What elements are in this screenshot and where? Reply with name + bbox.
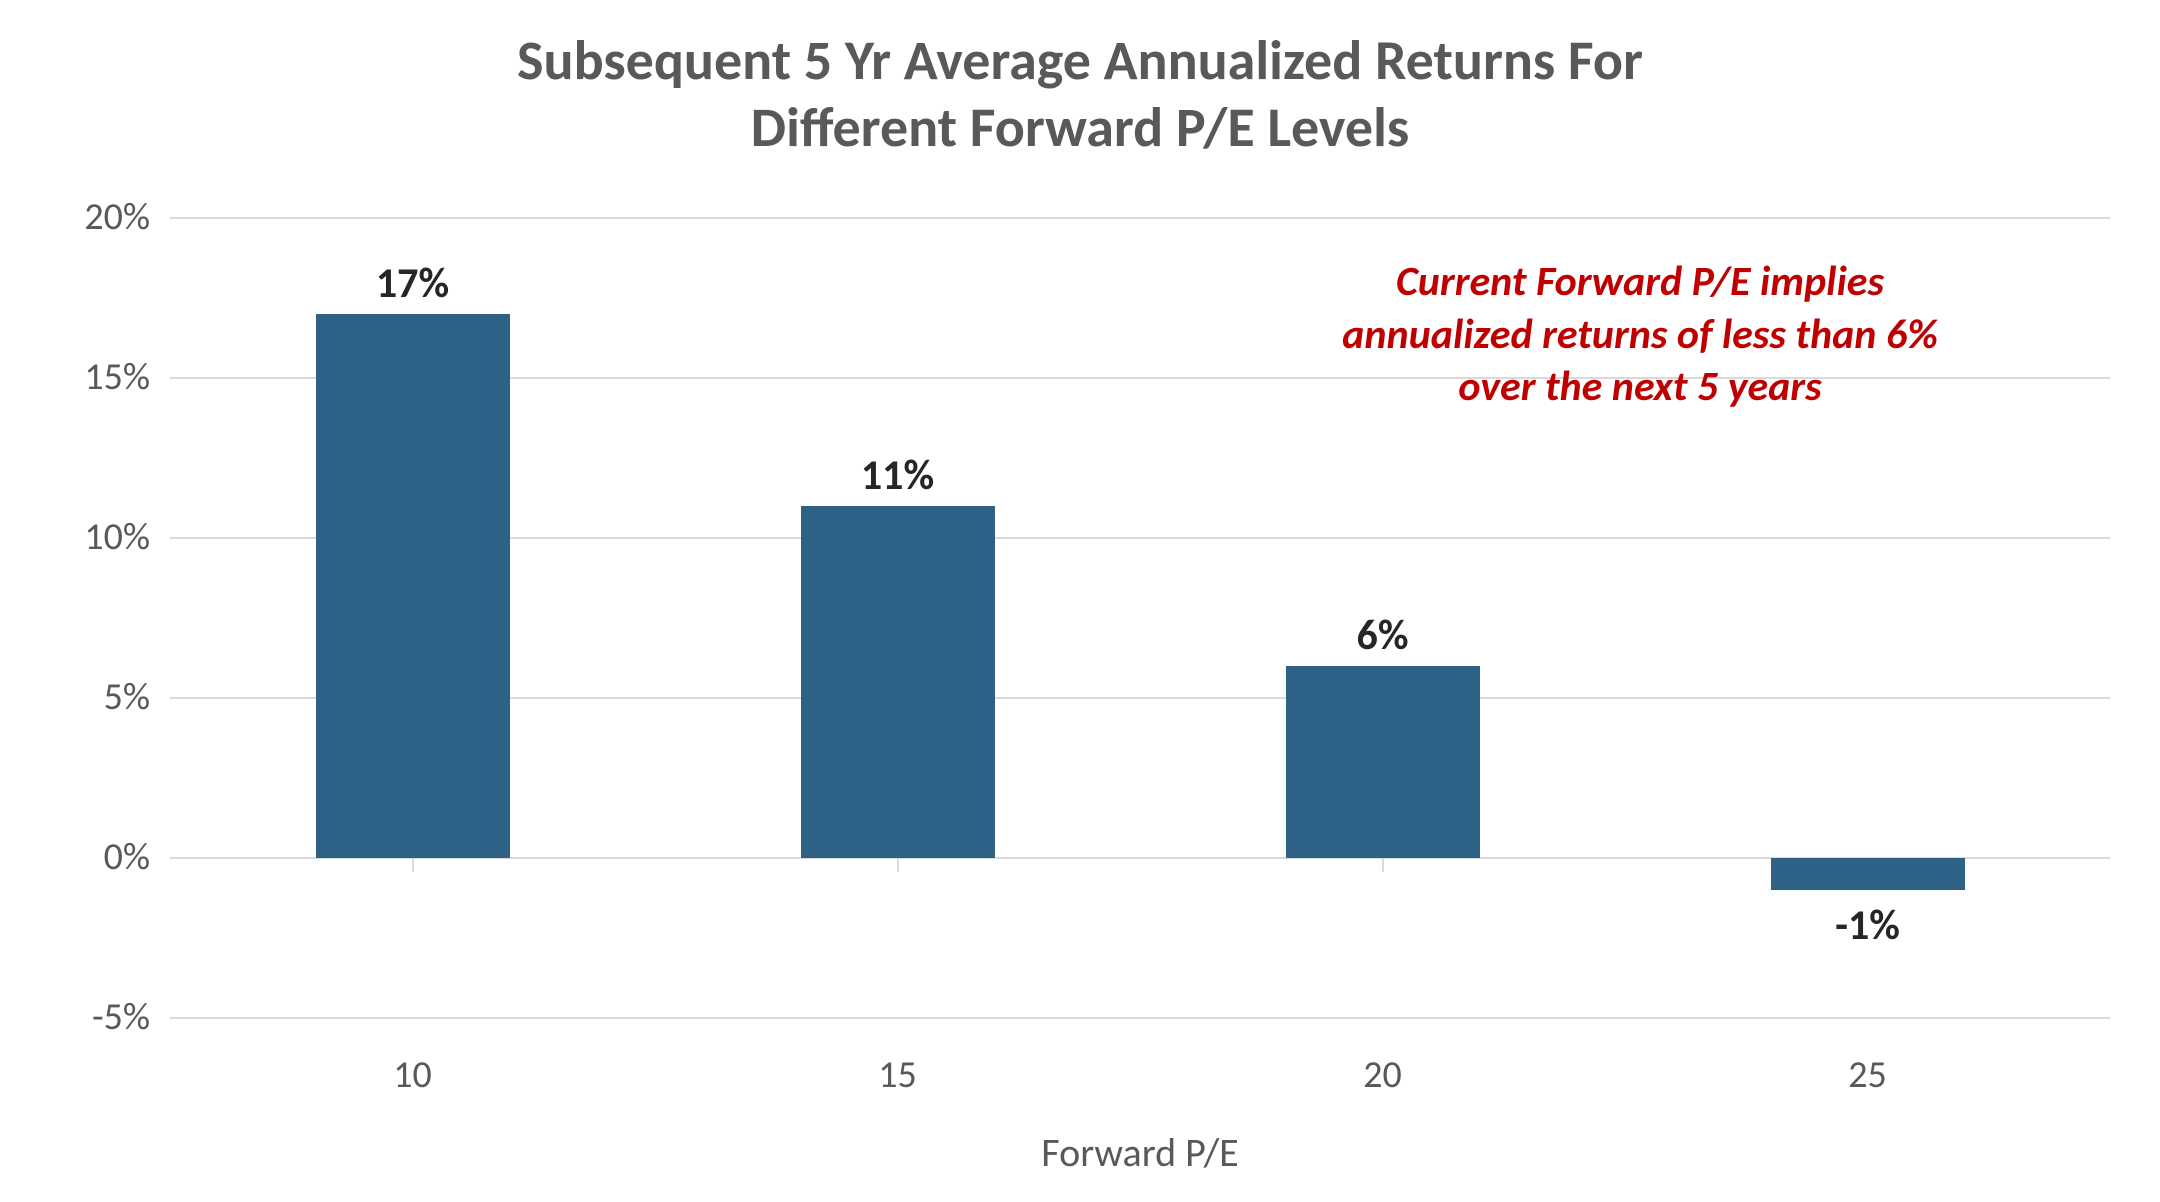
chart-title: Subsequent 5 Yr Average Annualized Retur… bbox=[0, 28, 2160, 162]
chart-container: Subsequent 5 Yr Average Annualized Retur… bbox=[0, 0, 2160, 1202]
bar bbox=[1771, 858, 1965, 890]
x-tick-label: 15 bbox=[655, 1052, 1140, 1098]
bar bbox=[801, 506, 995, 858]
x-tick-mark bbox=[1382, 858, 1384, 872]
annotation-line2: annualized returns of less than 6% bbox=[1190, 309, 2090, 362]
y-tick-label: 20% bbox=[20, 194, 150, 240]
x-tick-mark bbox=[412, 858, 414, 872]
x-tick-label: 25 bbox=[1625, 1052, 2110, 1098]
bar bbox=[316, 314, 510, 858]
x-tick-label: 10 bbox=[170, 1052, 655, 1098]
chart-title-line1: Subsequent 5 Yr Average Annualized Retur… bbox=[0, 28, 2160, 95]
bar-value-label: 6% bbox=[1256, 610, 1510, 661]
annotation-line1: Current Forward P/E implies bbox=[1190, 256, 2090, 309]
bar-value-label: 11% bbox=[771, 450, 1025, 501]
annotation-line3: over the next 5 years bbox=[1190, 361, 2090, 414]
y-tick-label: 0% bbox=[20, 834, 150, 880]
y-tick-label: -5% bbox=[20, 994, 150, 1040]
y-tick-label: 5% bbox=[20, 674, 150, 720]
bar-value-label: -1% bbox=[1741, 900, 1995, 951]
annotation-callout: Current Forward P/E implies annualized r… bbox=[1190, 256, 2090, 414]
gridline bbox=[170, 1017, 2110, 1019]
gridline bbox=[170, 217, 2110, 219]
x-axis-title: Forward P/E bbox=[170, 1128, 2110, 1177]
bar-value-label: 17% bbox=[286, 258, 540, 309]
x-tick-mark bbox=[897, 858, 899, 872]
y-tick-label: 15% bbox=[20, 354, 150, 400]
y-tick-label: 10% bbox=[20, 514, 150, 560]
bar bbox=[1286, 666, 1480, 858]
x-tick-label: 20 bbox=[1140, 1052, 1625, 1098]
chart-title-line2: Different Forward P/E Levels bbox=[0, 95, 2160, 162]
